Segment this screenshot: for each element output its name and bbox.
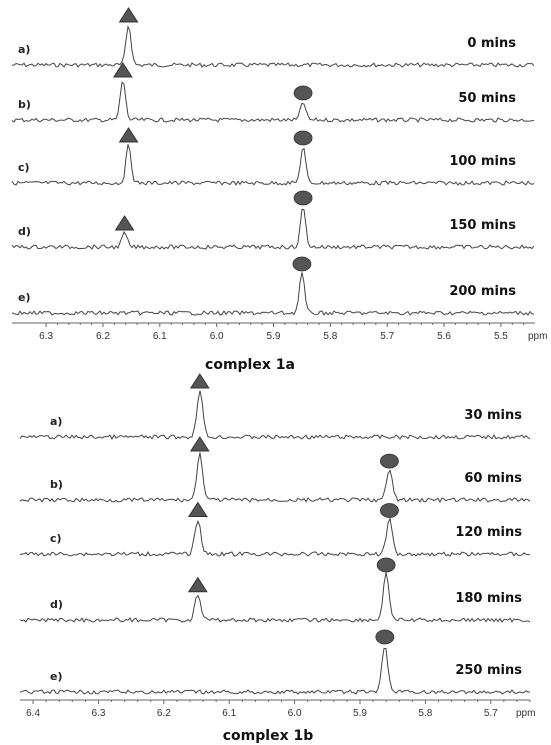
- triangle-marker: [189, 373, 210, 389]
- x-tick-label: 6.0: [288, 708, 302, 719]
- triangle-marker: [187, 576, 208, 593]
- spectrum-trace: [11, 24, 535, 68]
- triangle-marker: [112, 62, 133, 78]
- circle-marker: [292, 256, 312, 272]
- spectrum-trace: [19, 516, 531, 557]
- circle-marker: [293, 85, 313, 101]
- panel-title: complex 1b: [223, 728, 314, 744]
- time-label: 50 mins: [458, 91, 516, 106]
- x-tick-label: 5.5: [494, 331, 508, 342]
- panel-complex-1b: a) 30 mins b) 60 mins c) 120 mins d) 180 mins e)…: [19, 373, 535, 744]
- panel-complex-1a: a) 0 mins b) 50 mins c) 100 mins d) 150 mins e) 2…: [11, 7, 547, 373]
- time-label: 30 mins: [464, 408, 522, 423]
- x-tick-label: 6.0: [210, 331, 224, 342]
- x-tick-label: 6.3: [92, 708, 106, 719]
- trace-label: e): [18, 291, 31, 304]
- triangle-marker: [187, 501, 208, 517]
- time-label: 180 mins: [455, 591, 522, 606]
- x-tick-label: 5.6: [437, 331, 451, 342]
- circle-marker: [376, 557, 396, 573]
- panel-title: complex 1a: [205, 357, 295, 373]
- triangle-marker: [114, 215, 135, 231]
- x-axis-label: ppm: [516, 708, 535, 719]
- trace-label: d): [18, 225, 31, 238]
- time-label: 120 mins: [455, 525, 522, 540]
- x-tick-label: 5.9: [353, 708, 367, 719]
- circle-marker: [375, 629, 395, 645]
- spectrum-trace: [19, 572, 531, 623]
- x-tick-label: 6.1: [222, 708, 236, 719]
- triangle-marker: [189, 436, 210, 452]
- trace-label: e): [50, 670, 63, 683]
- time-label: 0 mins: [467, 36, 516, 51]
- x-tick-label: 5.8: [418, 708, 432, 719]
- trace-label: c): [50, 532, 62, 545]
- trace-label: c): [18, 161, 30, 174]
- x-tick-label: 5.7: [484, 708, 498, 719]
- x-tick-label: 6.4: [26, 708, 40, 719]
- time-label: 60 mins: [464, 471, 522, 486]
- circle-marker: [380, 503, 399, 518]
- time-label: 150 mins: [449, 218, 516, 233]
- x-tick-label: 6.2: [96, 331, 110, 342]
- circle-marker: [293, 190, 313, 206]
- circle-marker: [380, 453, 399, 469]
- x-tick-label: 6.2: [157, 708, 171, 719]
- spectrum-trace: [19, 452, 531, 504]
- x-tick-label: 6.1: [153, 331, 167, 342]
- spectrum-trace: [19, 647, 531, 695]
- x-tick-label: 5.7: [380, 331, 394, 342]
- trace-label: d): [50, 598, 63, 611]
- trace-label: a): [50, 415, 62, 428]
- spectrum-trace: [19, 390, 531, 441]
- x-tick-label: 6.3: [39, 331, 53, 342]
- spectrum-trace: [11, 272, 535, 316]
- trace-label: a): [18, 43, 30, 56]
- triangle-marker: [118, 127, 139, 143]
- x-tick-label: 5.8: [323, 331, 337, 342]
- spectrum-trace: [11, 208, 535, 250]
- time-label: 250 mins: [455, 663, 522, 678]
- circle-marker: [293, 130, 313, 146]
- trace-label: b): [50, 478, 63, 491]
- time-label: 200 mins: [449, 284, 516, 299]
- x-axis-label: ppm: [528, 331, 547, 342]
- spectrum-trace: [11, 81, 535, 123]
- triangle-marker: [118, 7, 139, 23]
- x-tick-label: 5.9: [267, 331, 281, 342]
- spectrum-trace: [11, 144, 535, 186]
- trace-label: b): [18, 98, 31, 111]
- time-label: 100 mins: [449, 154, 516, 169]
